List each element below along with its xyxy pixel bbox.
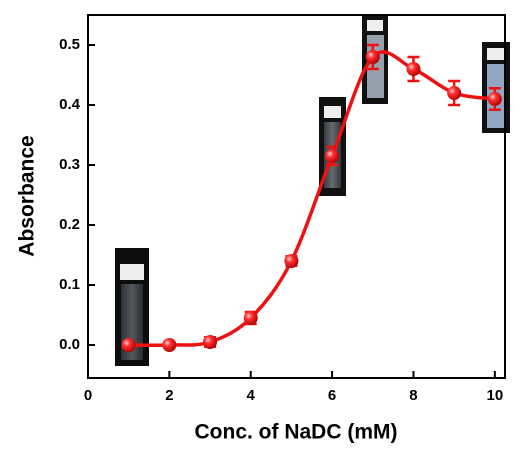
y-tick-label: 0.5 xyxy=(59,36,80,53)
data-line xyxy=(128,50,496,347)
plot-frame xyxy=(87,14,506,379)
x-tick-label: 2 xyxy=(165,387,173,404)
y-tick-label: 0.1 xyxy=(59,276,80,293)
x-axis-label: Conc. of NaDC (mM) xyxy=(195,421,398,444)
data-point xyxy=(284,254,299,268)
data-point xyxy=(325,149,340,163)
y-tick-label: 0.4 xyxy=(59,96,81,113)
data-point xyxy=(406,62,421,76)
y-tick-label: 0.0 xyxy=(59,336,80,353)
y-tick-label: 0.3 xyxy=(59,156,80,173)
data-point xyxy=(487,92,502,106)
data-point xyxy=(162,338,177,352)
data-point xyxy=(447,86,462,100)
data-point xyxy=(365,50,380,64)
data-point xyxy=(203,335,218,349)
x-tick-label: 8 xyxy=(409,387,417,404)
x-tick-label: 0 xyxy=(84,387,92,404)
y-tick-label: 0.2 xyxy=(59,216,80,233)
y-axis-label: Absorbance xyxy=(16,135,39,256)
data-point xyxy=(121,338,136,352)
x-tick-label: 10 xyxy=(486,387,503,404)
x-tick-label: 4 xyxy=(247,387,256,404)
x-tick-label: 6 xyxy=(328,387,336,404)
data-point xyxy=(243,311,258,325)
vial-photos xyxy=(115,15,510,366)
